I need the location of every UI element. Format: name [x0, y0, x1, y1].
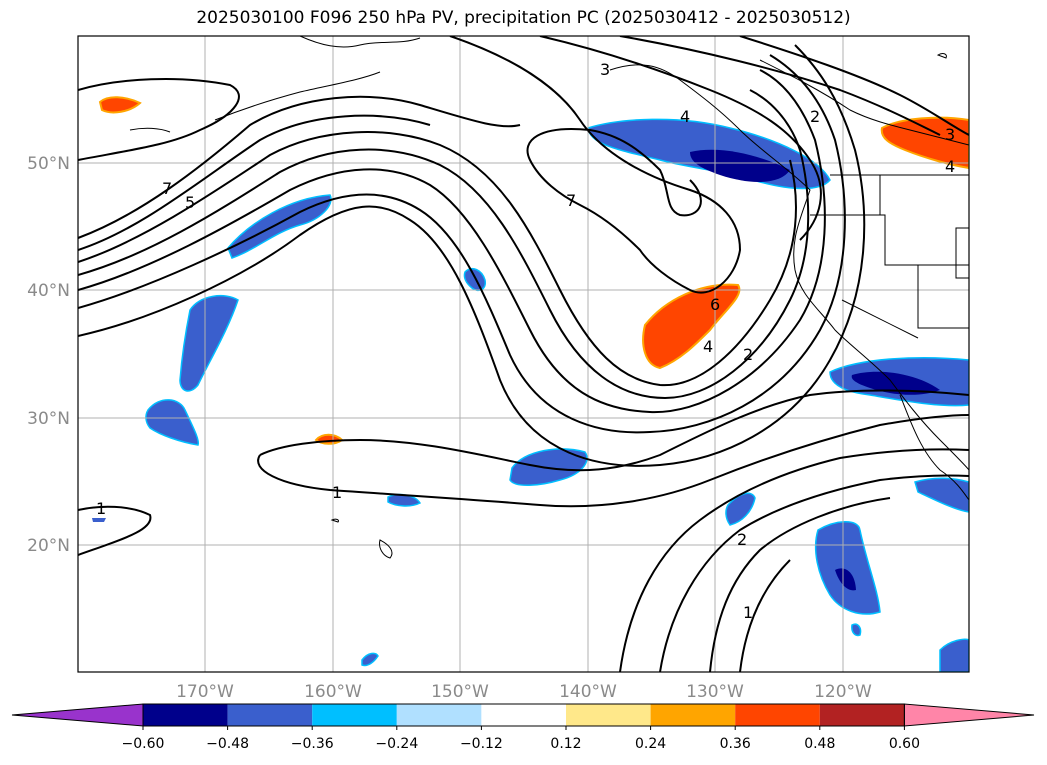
lon-label: 130°W [686, 682, 744, 702]
colorbar-tick-label: 0.60 [889, 736, 920, 752]
colorbar-extend-low [11, 703, 144, 727]
precip-positive-area [98, 96, 142, 114]
colorbar: −0.60 −0.48 −0.36 −0.24 −0.12 0.12 0.24 0.36 0.4… [11, 703, 1035, 752]
contour-label: 2 [737, 530, 747, 549]
lat-label: 20°N [27, 536, 70, 556]
pv-contour-labels: 7 5 3 2 4 7 6 4 2 1 1 2 1 3 4 [96, 60, 955, 622]
lon-label: 160°W [304, 682, 362, 702]
contour-label: 4 [945, 157, 955, 176]
precip-negative-area [851, 623, 862, 637]
colorbar-tick-label: 0.12 [550, 736, 581, 752]
colorbar-segment [396, 704, 482, 726]
precip-negative-area [145, 399, 200, 446]
lon-label: 170°W [176, 682, 234, 702]
colorbar-segment [819, 704, 905, 726]
map-frame [77, 35, 970, 673]
colorbar-tick-label: −0.12 [460, 736, 503, 752]
colorbar-tick-label: −0.60 [122, 736, 165, 752]
precipitation-shading [92, 96, 969, 672]
latitude-labels: 50°N 40°N 30°N 20°N [27, 154, 70, 556]
contour-label: 6 [710, 295, 720, 314]
contour-label: 2 [810, 107, 820, 126]
figure-title: 2025030100 F096 250 hPa PV, precipitatio… [196, 8, 851, 28]
coastlines [129, 36, 969, 559]
contour-label: 1 [332, 483, 342, 502]
colorbar-extend-high [903, 703, 1035, 727]
contour-label: 1 [96, 499, 106, 518]
precip-strong-negative-area [835, 568, 856, 591]
colorbar-tick-label: 0.24 [635, 736, 666, 752]
colorbar-tick-label: −0.24 [375, 736, 418, 752]
contour-label: 7 [566, 191, 576, 210]
precip-negative-area [939, 638, 969, 672]
colorbar-segment [143, 704, 228, 726]
colorbar-tick-label: 0.36 [720, 736, 751, 752]
lon-label: 140°W [559, 682, 617, 702]
colorbar-outline [142, 703, 905, 727]
precip-negative-area [92, 518, 106, 522]
contour-label: 2 [743, 345, 753, 364]
colorbar-tick-label: −0.48 [206, 736, 249, 752]
contour-label: 1 [743, 603, 753, 622]
precip-negative-area [227, 194, 332, 259]
precip-negative-area [914, 477, 969, 513]
precip-negative-area [179, 294, 239, 392]
pv-contours [78, 36, 969, 672]
colorbar-segment [481, 704, 566, 726]
lat-label: 30°N [27, 409, 70, 429]
precip-strong-negative-area [851, 371, 940, 395]
contour-label: 3 [945, 125, 955, 144]
colorbar-segment [312, 704, 397, 726]
lon-label: 120°W [814, 682, 872, 702]
precip-positive-area [880, 116, 969, 170]
lat-label: 50°N [27, 154, 70, 174]
contour-label: 4 [703, 337, 713, 356]
precip-negative-area [361, 652, 379, 667]
contour-label: 7 [162, 179, 172, 198]
colorbar-segment [650, 704, 736, 726]
contour-label: 4 [680, 107, 690, 126]
colorbar-tick-label: 0.48 [804, 736, 835, 752]
lon-label: 150°W [431, 682, 489, 702]
colorbar-tick-label: −0.36 [291, 736, 334, 752]
colorbar-segment [227, 704, 313, 726]
colorbar-segment [735, 704, 820, 726]
precip-negative-area [725, 492, 756, 526]
colorbar-segment [566, 704, 651, 726]
longitude-labels: 170°W 160°W 150°W 140°W 130°W 120°W [176, 682, 872, 702]
lat-label: 40°N [27, 281, 70, 301]
contour-label: 5 [185, 193, 195, 212]
contour-label: 3 [600, 60, 610, 79]
